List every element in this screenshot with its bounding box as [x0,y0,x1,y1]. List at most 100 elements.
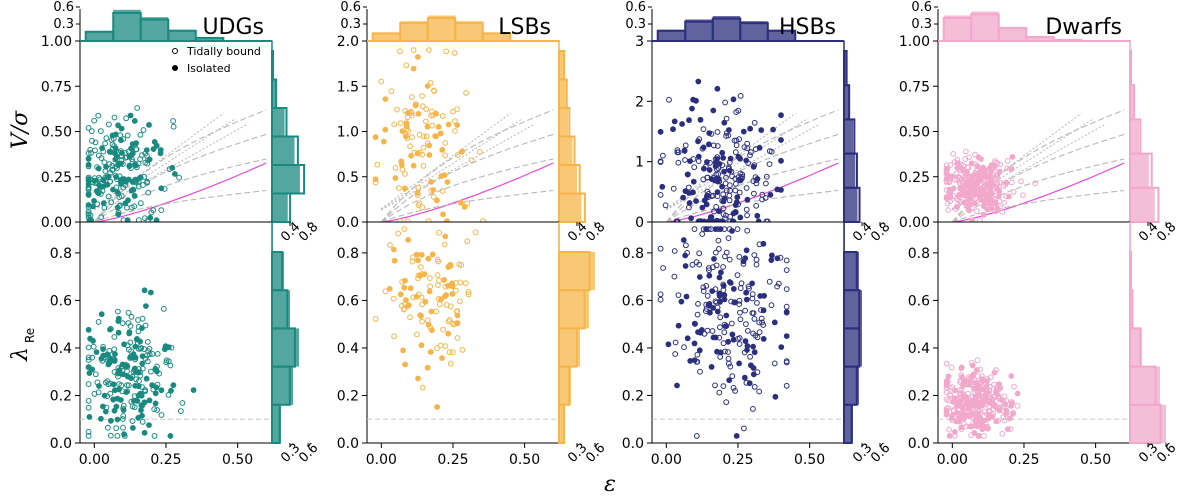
vsigma-point [994,173,1000,179]
vsigma-point [778,112,784,119]
lambda-point [717,299,723,305]
vsigma-point [420,163,427,169]
vsigma-point [763,173,770,180]
lambda-point [720,264,726,270]
right-hist-bar [272,79,276,108]
lambda-point [736,360,742,367]
vsigma-point [137,131,144,138]
lambda-point [751,316,758,322]
legend-entry-label: Tidally bound [186,45,261,58]
vsigma-point [410,65,417,72]
lambda-point [730,385,737,391]
lambda-point [716,274,723,281]
x-tick-label: 0.00 [937,452,968,468]
lambda-point [459,347,466,353]
vsigma-point [695,153,702,160]
lambda-point [95,319,102,325]
vsigma-point [463,90,470,96]
lambda-point [720,340,727,347]
lambda-point [783,308,790,315]
right-hist-bar [844,153,856,188]
lambda-point [982,420,989,427]
vsigma-point [743,206,750,213]
vsigma-point [441,172,448,179]
vsigma-point [130,186,136,193]
lambda-point [102,408,109,415]
lambda-point [190,387,197,394]
lambda-point [783,257,790,264]
lambda-point [969,411,975,418]
vsigma-point [131,192,138,199]
lambda-point [729,331,736,338]
vsigma-point [428,187,435,194]
lambda-tick-label: 0.6 [622,293,644,309]
right-hist-outline [271,78,278,109]
lambda-point [750,330,756,337]
lambda-point [741,374,748,381]
vsigma-point [743,185,750,191]
lambda-point [100,344,106,350]
lambda-point [112,351,118,358]
lambda-point [85,326,92,333]
vsigma-point [97,176,104,183]
lambda-point [716,334,723,341]
vsigma-point [714,143,721,149]
vsigma-point [657,159,664,166]
lambda-point [754,300,760,306]
lambda-point [691,357,698,364]
lambda-point [449,349,456,356]
lambda-point [120,424,126,431]
lambda-point [750,406,756,412]
lambda-point [775,280,782,287]
iso-line [94,189,267,223]
vsigma-point [997,179,1004,186]
lambda-point [1011,383,1017,390]
vsigma-point [112,145,119,152]
lambda-point [726,256,733,263]
vsigma-point [719,149,726,156]
right-hist-bar [272,290,290,329]
right-hist-bar [844,290,862,329]
lambda-point [943,379,950,386]
lambda-point [734,272,741,279]
vsigma-point [985,187,992,194]
lambda-point [419,318,425,325]
vsigma-point [697,116,704,123]
lambda-point [113,425,120,432]
vsigma-point [408,152,414,159]
vsigma-tick-label: 0.0 [337,215,359,231]
vsigma-point [88,128,95,135]
lambda-point [943,385,950,392]
lambda-point [716,290,723,297]
vsigma-point [682,188,689,195]
right-hist-outline [1129,365,1157,406]
lambda-point [442,343,449,350]
lambda-point [400,347,407,354]
lambda-point [674,382,680,389]
right-hist-bar [272,404,281,443]
vsigma-point [700,144,707,151]
x-tick-label: 0.25 [437,452,468,468]
vsigma-point [102,140,108,147]
lambda-point [429,327,435,334]
vsigma-point [993,208,999,215]
vsigma-point [727,155,734,162]
lambda-point [996,407,1003,414]
lambda-point [657,296,664,303]
lambda-point [115,373,121,380]
vsigma-point [959,178,965,185]
inclination-line [952,112,1082,210]
lambda-point [704,293,711,299]
lambda-tick-label: 0.0 [622,436,644,452]
vsigma-point [1004,165,1010,172]
top-hist-bar [195,37,224,41]
vsigma-point [945,177,952,183]
vsigma-point [461,204,468,210]
legend-marker [172,65,178,71]
lambda-point [103,404,110,411]
vsigma-tick-label: 2 [635,94,644,110]
lambda-point [657,291,664,298]
vsigma-point [944,165,951,172]
lambda-point [96,383,102,389]
lambda-point [152,390,159,397]
